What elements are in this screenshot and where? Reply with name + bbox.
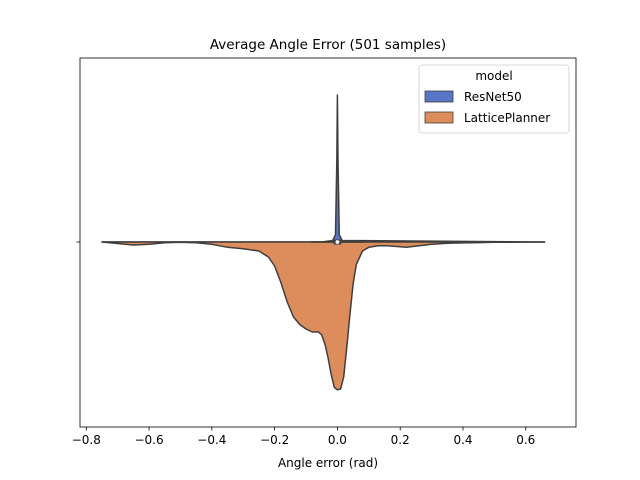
legend-swatch-resnet50	[424, 90, 454, 103]
violin-latticeplanner	[101, 241, 546, 391]
x-tick-label: −0.8	[72, 433, 101, 447]
legend-entries: ResNet50 LatticePlanner	[424, 90, 550, 125]
chart-title: Average Angle Error (501 samples)	[210, 37, 446, 53]
legend-label-resnet50: ResNet50	[464, 90, 522, 104]
legend-frame	[418, 64, 570, 134]
x-tick-label: 0.4	[453, 433, 472, 447]
x-tick-label: −0.4	[197, 433, 226, 447]
legend-swatch-latticeplanner	[424, 111, 454, 124]
legend: model ResNet50 LatticePlanner	[418, 64, 570, 134]
x-tick-label: 0.2	[391, 433, 410, 447]
plot-frame	[79, 57, 577, 428]
x-tick-label: −0.2	[260, 433, 289, 447]
violin-resnet50	[101, 94, 546, 243]
median-marker	[335, 240, 340, 244]
plot-area	[101, 94, 546, 391]
legend-title: model	[475, 69, 512, 83]
x-tick-label: −0.6	[134, 433, 163, 447]
x-tick-label: 0.0	[328, 433, 347, 447]
x-axis: −0.8 −0.6 −0.4 −0.2 0.0 0.2 0.4 0.6	[72, 427, 535, 447]
x-axis-label: Angle error (rad)	[278, 456, 378, 470]
legend-label-latticeplanner: LatticePlanner	[464, 111, 550, 125]
x-tick-label: 0.6	[516, 433, 535, 447]
